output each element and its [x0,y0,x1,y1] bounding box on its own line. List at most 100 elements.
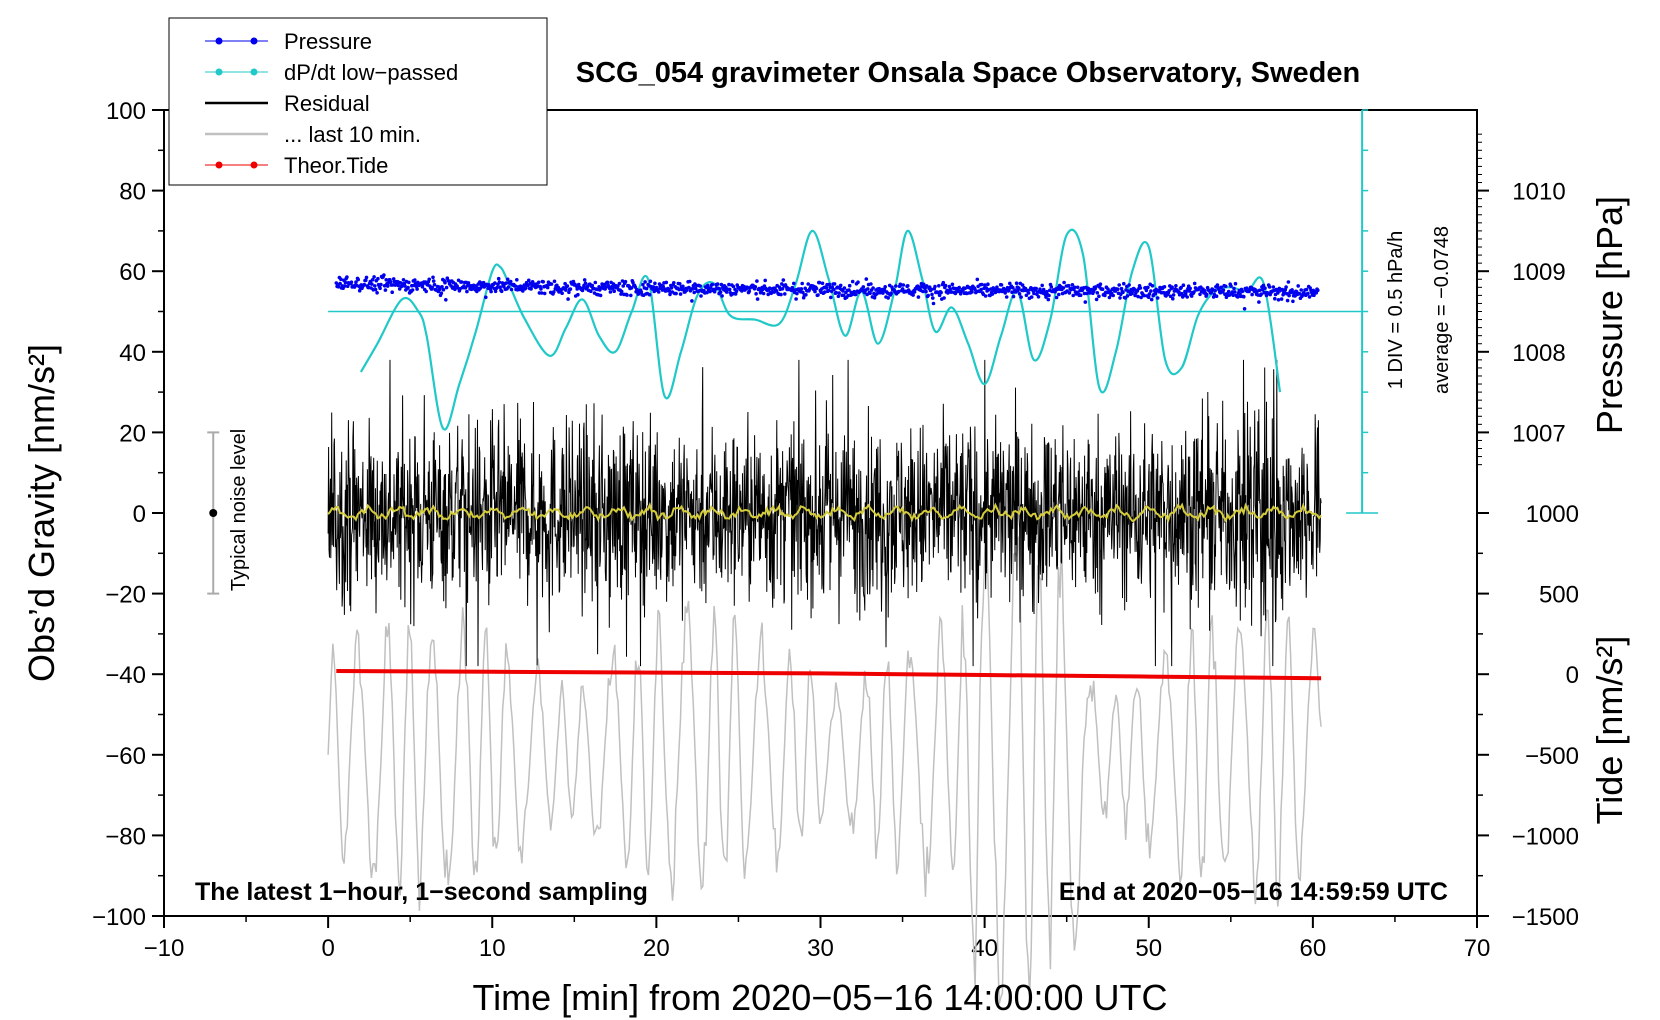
pressure-point [727,282,731,287]
tide-tick-label: −1500 [1512,904,1579,931]
pressure-point [641,282,645,287]
pressure-point [576,282,581,287]
pressure-point [1047,293,1051,298]
legend-marker [250,68,258,76]
pressure-point [1057,292,1061,297]
pressure-point [349,280,354,285]
pressure-point [912,290,917,294]
pressure-point [441,287,446,292]
pressure-point [1150,284,1155,288]
pressure-point [942,296,946,300]
pressure-point [1070,283,1075,287]
pressure-point [370,282,374,286]
pressure-tick-label: 1008 [1512,340,1565,367]
pressure-point [648,279,653,284]
pressure-point [552,290,556,294]
pressure-point [753,285,758,289]
pressure-point [1149,289,1153,293]
pressure-point [1138,286,1143,290]
pressure-point [813,289,817,294]
pressure-point [869,282,873,286]
pressure-point [1297,292,1302,296]
pressure-point [372,275,376,279]
pressure-point [868,291,872,296]
pressure-point [653,281,657,286]
pressure-point [1179,285,1183,290]
pressure-point [536,280,541,285]
pressure-point [378,286,382,291]
legend-label: Pressure [284,29,372,54]
pressure-point [1263,286,1267,291]
pressure-point [708,289,712,294]
pressure-point [1188,286,1192,291]
pressure-point [709,286,713,290]
pressure-point [1223,284,1228,289]
pressure-point [563,281,567,286]
pressure-point [836,294,841,299]
pressure-point [1267,285,1272,289]
pressure-point [804,293,808,297]
pressure-point [590,283,595,288]
pressure-point [1094,297,1099,302]
pressure-point [413,278,417,282]
pressure-point [560,291,564,296]
pressure-point [527,278,531,283]
pressure-point [900,287,905,291]
pressure-point [1020,283,1025,287]
pressure-point [545,285,550,290]
pressure-point [1306,291,1310,296]
pressure-point [1146,285,1150,290]
noise-level-center [209,509,218,517]
pressure-point [438,287,442,292]
pressure-point [605,280,610,285]
pressure-point [1071,293,1075,298]
scale-div-label: 1 DIV = 0.5 hPa/h [1385,231,1407,389]
pressure-point [484,295,488,300]
pressure-point [370,278,375,282]
pressure-point [847,283,852,288]
legend-label: dP/dt low−passed [284,60,458,85]
pressure-point [1019,295,1023,299]
pressure-point [440,285,444,289]
pressure-point [564,288,568,292]
tide-tick-label: 1000 [1526,501,1579,528]
pressure-point [1192,281,1197,286]
pressure-point [921,282,926,287]
pressure-point [497,280,502,285]
pressure-point [1316,288,1320,293]
pressure-point [761,287,765,292]
pressure-point [567,290,571,295]
pressure-point [1078,293,1083,298]
y-tick-label: 20 [119,420,146,447]
pressure-point [583,281,588,286]
series-dpdt [359,228,1282,431]
pressure-point [1299,288,1303,292]
y-tick-label: 100 [106,98,146,125]
pressure-point [733,292,738,296]
pressure-point [406,285,410,290]
pressure-point [901,283,906,287]
scale-average-label: average = −0.0748 [1431,226,1453,394]
pressure-point [816,293,820,297]
series-residual [327,359,1322,667]
pressure-point [943,283,948,288]
pressure-point [814,286,819,291]
pressure-point [894,284,898,288]
pressure-point [850,279,855,284]
pressure-point [774,289,779,293]
pressure-point [608,290,613,294]
pressure-point [362,282,367,287]
axis-ticks: −10 0 10 20 30 40 50 60 70−100−80−60−40−20020406… [92,98,1579,962]
pressure-point [986,282,990,287]
legend-label: ... last 10 min. [284,122,421,147]
pressure-point [1091,289,1096,294]
pressure-point [1291,299,1295,304]
pressure-point [1036,295,1041,299]
x-tick-label: 20 [643,935,670,962]
pressure-point [1040,283,1044,288]
pressure-point [1072,285,1077,290]
pressure-point [1117,283,1121,287]
pressure-point [623,279,628,284]
pressure-point [1011,285,1015,290]
pressure-point [847,288,851,292]
